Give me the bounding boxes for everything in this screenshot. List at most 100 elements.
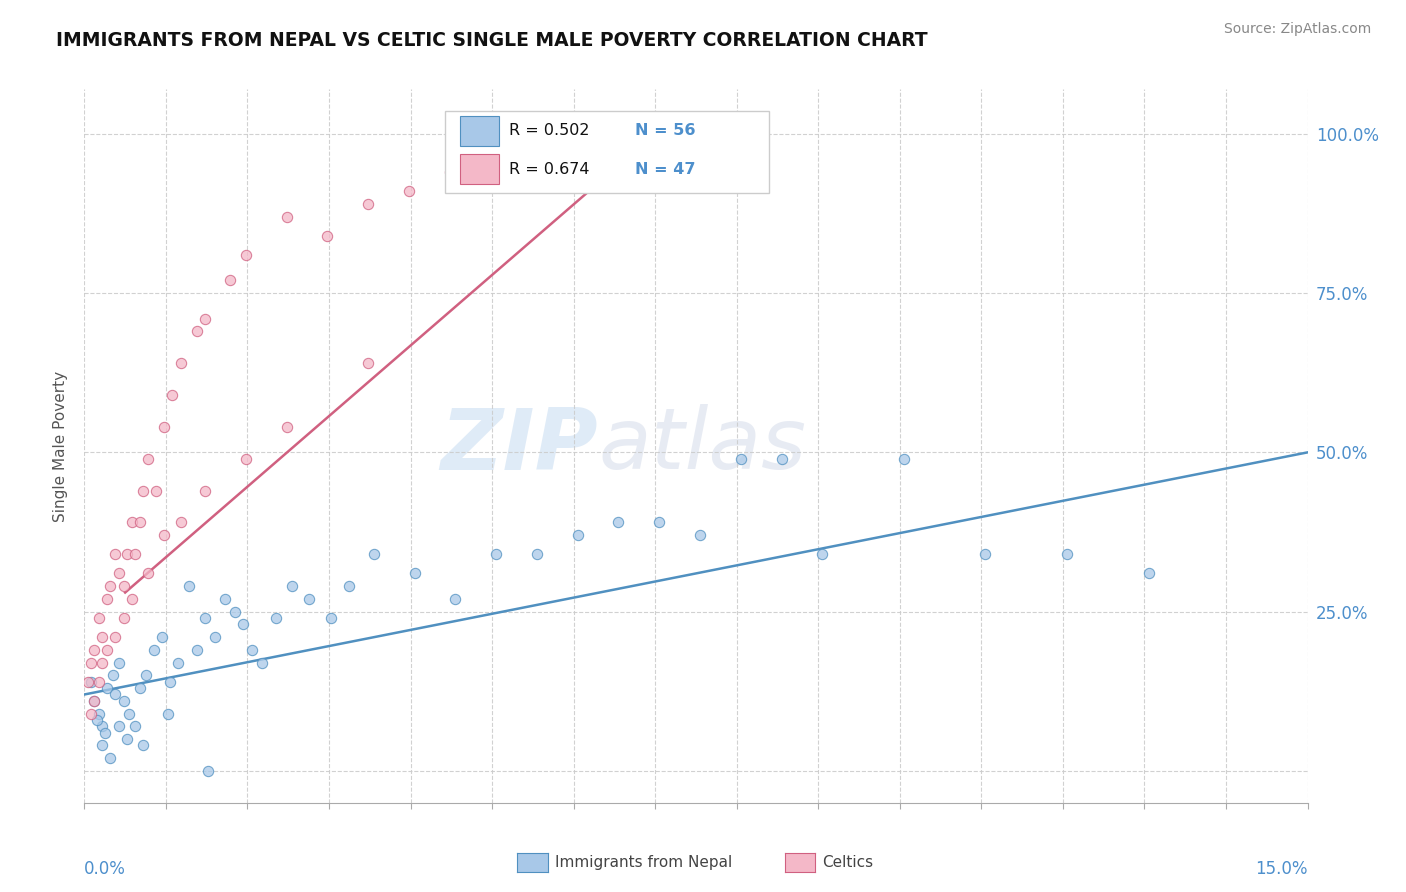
Point — [87, 674, 110, 689]
Point — [357, 197, 380, 211]
Point — [520, 133, 543, 147]
Point — [404, 566, 426, 581]
Text: Source: ZipAtlas.com: Source: ZipAtlas.com — [1223, 22, 1371, 37]
Point — [186, 643, 208, 657]
Point — [83, 694, 105, 708]
Point — [218, 273, 240, 287]
Point — [485, 547, 508, 561]
Point — [132, 483, 155, 498]
Point — [169, 516, 191, 530]
Text: ZIP: ZIP — [440, 404, 598, 488]
Point — [526, 547, 548, 561]
Text: 0.0%: 0.0% — [84, 860, 127, 878]
Point — [80, 674, 103, 689]
Point — [363, 547, 385, 561]
Point — [167, 656, 190, 670]
Point — [121, 591, 143, 606]
Point — [162, 388, 184, 402]
Point — [104, 547, 127, 561]
Point — [87, 706, 110, 721]
Point — [96, 591, 118, 606]
Point — [281, 579, 304, 593]
Point — [100, 751, 122, 765]
Point — [298, 591, 321, 606]
Point — [107, 656, 129, 670]
Point — [91, 719, 114, 733]
Point — [444, 591, 467, 606]
Point — [136, 451, 159, 466]
Point — [156, 706, 179, 721]
Text: Immigrants from Nepal: Immigrants from Nepal — [555, 855, 733, 870]
Point — [132, 739, 155, 753]
Point — [153, 420, 176, 434]
Point — [128, 681, 150, 695]
Text: atlas: atlas — [598, 404, 806, 488]
Point — [91, 739, 114, 753]
Point — [86, 713, 108, 727]
Point — [83, 694, 105, 708]
Point — [107, 719, 129, 733]
Point — [91, 630, 114, 644]
Point — [1137, 566, 1160, 581]
Point — [112, 579, 135, 593]
Point — [974, 547, 997, 561]
Point — [1056, 547, 1078, 561]
Point — [607, 516, 630, 530]
Text: IMMIGRANTS FROM NEPAL VS CELTIC SINGLE MALE POVERTY CORRELATION CHART: IMMIGRANTS FROM NEPAL VS CELTIC SINGLE M… — [56, 31, 928, 50]
Point — [150, 630, 173, 644]
Point — [169, 356, 191, 370]
Point — [159, 674, 181, 689]
Point — [135, 668, 157, 682]
Point — [115, 547, 138, 561]
Point — [316, 228, 339, 243]
Point — [96, 643, 118, 657]
Point — [83, 643, 105, 657]
Point — [689, 528, 711, 542]
Point — [124, 547, 146, 561]
Point — [142, 643, 165, 657]
Point — [80, 706, 103, 721]
Point — [240, 643, 263, 657]
Point — [398, 184, 420, 198]
Point — [112, 694, 135, 708]
Point — [811, 547, 834, 561]
Point — [276, 420, 298, 434]
Point — [93, 725, 117, 739]
Point — [276, 210, 298, 224]
Point — [136, 566, 159, 581]
Point — [235, 451, 257, 466]
Point — [770, 451, 793, 466]
Point — [232, 617, 254, 632]
Point — [145, 483, 167, 498]
Point — [319, 611, 342, 625]
Point — [100, 579, 122, 593]
Point — [339, 579, 361, 593]
Point — [87, 611, 110, 625]
Point — [264, 611, 287, 625]
Point — [107, 566, 129, 581]
Point — [77, 674, 100, 689]
Point — [250, 656, 273, 670]
Point — [357, 356, 380, 370]
Point — [235, 248, 257, 262]
Text: R = 0.674: R = 0.674 — [509, 161, 589, 177]
Point — [194, 483, 217, 498]
Point — [121, 516, 143, 530]
Point — [124, 719, 146, 733]
Point — [439, 165, 461, 179]
Point — [91, 656, 114, 670]
Text: Celtics: Celtics — [823, 855, 873, 870]
Point — [214, 591, 236, 606]
Point — [186, 324, 208, 338]
Text: R = 0.502: R = 0.502 — [509, 123, 589, 138]
Point — [204, 630, 226, 644]
Point — [96, 681, 118, 695]
Point — [101, 668, 124, 682]
Point — [153, 528, 176, 542]
Point — [197, 764, 219, 778]
Bar — [460, 116, 499, 145]
Point — [730, 451, 752, 466]
Text: N = 47: N = 47 — [636, 161, 696, 177]
FancyBboxPatch shape — [446, 111, 769, 193]
Point — [683, 133, 706, 147]
